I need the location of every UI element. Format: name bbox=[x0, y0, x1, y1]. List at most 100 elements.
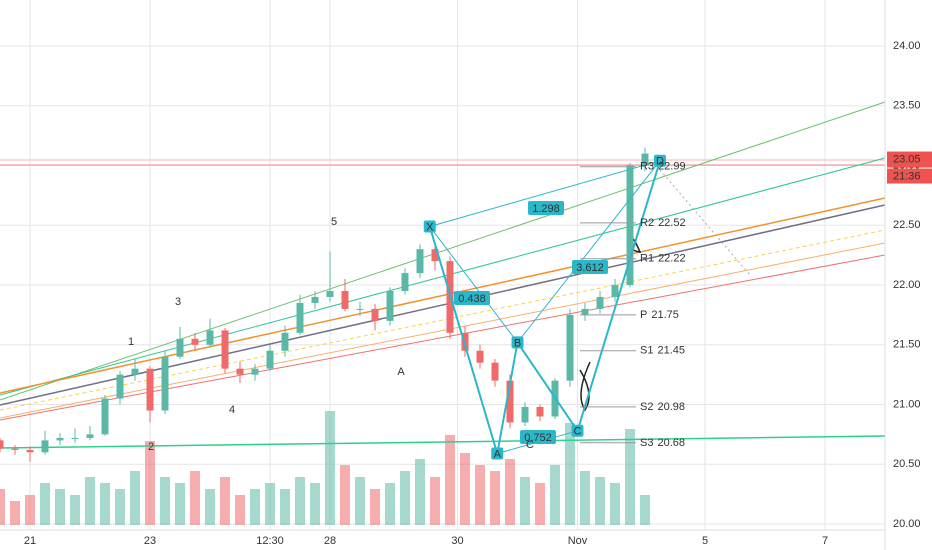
pivot-label: R3 22.99 bbox=[640, 161, 686, 173]
pivot-name: R1 bbox=[640, 253, 654, 265]
candle-body bbox=[161, 356, 169, 411]
candle-body bbox=[56, 437, 64, 441]
y-tick-label: 21.50 bbox=[893, 339, 921, 351]
volume-bar bbox=[460, 453, 470, 525]
ratio-label: 0.438 bbox=[458, 293, 486, 305]
volume-bar bbox=[40, 483, 50, 525]
x-tick-label: 21 bbox=[24, 535, 36, 547]
pattern-point bbox=[491, 447, 504, 460]
pivot-name: R2 bbox=[640, 217, 654, 229]
volume-bar bbox=[625, 429, 635, 525]
candle-body bbox=[206, 330, 214, 345]
volume-bar bbox=[610, 483, 620, 525]
volume-bar bbox=[235, 495, 245, 525]
volume-bar bbox=[175, 483, 185, 525]
volume-bar bbox=[85, 477, 95, 525]
pivot-value: 21.45 bbox=[657, 345, 685, 357]
candles bbox=[0, 147, 649, 462]
x-tick-label: 23 bbox=[144, 535, 156, 547]
candle-body bbox=[431, 249, 439, 262]
candle-body bbox=[596, 296, 604, 309]
volume-bar bbox=[475, 465, 485, 525]
volume-bar bbox=[130, 471, 140, 525]
pivot-label: S1 21.45 bbox=[640, 345, 685, 357]
volume-bar bbox=[250, 489, 260, 525]
wave-label: C bbox=[526, 439, 534, 451]
projection-line bbox=[659, 169, 751, 276]
pivot-label: P 21.75 bbox=[640, 309, 679, 321]
pattern-point bbox=[571, 424, 584, 437]
volume-bar bbox=[565, 423, 575, 525]
candle-body bbox=[356, 308, 364, 310]
candle-body bbox=[281, 332, 289, 351]
volume-bar bbox=[325, 411, 335, 525]
wave-label: 1 bbox=[128, 336, 134, 348]
pivot-value: 22.52 bbox=[658, 217, 686, 229]
x-tick-label: 28 bbox=[324, 535, 336, 547]
pattern-point bbox=[654, 154, 666, 167]
volume-bar bbox=[25, 495, 35, 525]
pattern-line bbox=[516, 341, 579, 432]
pattern-line bbox=[429, 226, 518, 343]
volume-bar bbox=[295, 477, 305, 525]
wave-label: 2 bbox=[148, 441, 154, 453]
candle-body bbox=[26, 449, 34, 453]
pivot-name: P bbox=[640, 309, 647, 321]
x-tick-label: 30 bbox=[451, 535, 463, 547]
pattern-line bbox=[517, 160, 661, 343]
pattern-point bbox=[511, 336, 524, 349]
last-price-tag bbox=[887, 151, 932, 168]
volume-bar bbox=[265, 483, 275, 525]
wave-label: 3 bbox=[175, 296, 181, 308]
volume-bar bbox=[160, 477, 170, 525]
volume-bar bbox=[190, 471, 200, 525]
candle-body bbox=[71, 437, 79, 439]
volume-bar bbox=[415, 459, 425, 525]
ratio-box bbox=[572, 260, 608, 274]
volume-bar bbox=[520, 477, 530, 525]
candle-body bbox=[641, 153, 649, 166]
x-tick-label: 7 bbox=[822, 535, 828, 547]
volume-bar bbox=[0, 489, 5, 525]
x-tick-label: Nov bbox=[568, 535, 588, 547]
y-tick-label: 20.00 bbox=[893, 518, 921, 530]
candle-body bbox=[221, 330, 229, 369]
trend-line bbox=[0, 197, 886, 394]
candle-body bbox=[476, 350, 484, 363]
ratio-label: 0.752 bbox=[524, 432, 552, 444]
candle-body bbox=[416, 249, 424, 274]
x-tick-label: 12:30 bbox=[256, 535, 284, 547]
volume-bar bbox=[145, 441, 155, 525]
x-tick-label: 5 bbox=[702, 535, 708, 547]
trend-line bbox=[0, 435, 886, 449]
volume-bar bbox=[55, 489, 65, 525]
pattern-label: A bbox=[494, 448, 502, 460]
volume-bar bbox=[505, 459, 515, 525]
ratio-box bbox=[528, 201, 564, 215]
y-tick-label: 22.00 bbox=[893, 279, 921, 291]
candle-body bbox=[401, 273, 409, 291]
y-tick-label: 23.50 bbox=[893, 100, 921, 112]
pivot-label: S3 20.68 bbox=[640, 437, 685, 449]
ratio-box bbox=[454, 291, 490, 305]
candle-body bbox=[101, 398, 109, 435]
candle-body bbox=[566, 314, 574, 381]
volume-bar bbox=[400, 471, 410, 525]
volume-bar bbox=[100, 483, 110, 525]
candle-body bbox=[146, 368, 154, 411]
candle-body bbox=[611, 285, 619, 297]
candle-body bbox=[371, 308, 379, 321]
candle-body bbox=[41, 440, 49, 453]
pivot-value: 20.98 bbox=[657, 401, 685, 413]
candle-body bbox=[626, 165, 634, 286]
pivot-name: S3 bbox=[640, 437, 653, 449]
pivot-value: 21.75 bbox=[651, 309, 679, 321]
ratio-label: 3.612 bbox=[576, 262, 604, 274]
candle-body bbox=[521, 406, 529, 423]
pivot-value: 20.68 bbox=[657, 437, 685, 449]
candle-body bbox=[116, 374, 124, 399]
y-tick-label: 20.50 bbox=[893, 458, 921, 470]
volume-bar bbox=[205, 489, 215, 525]
volume-bar bbox=[370, 489, 380, 525]
